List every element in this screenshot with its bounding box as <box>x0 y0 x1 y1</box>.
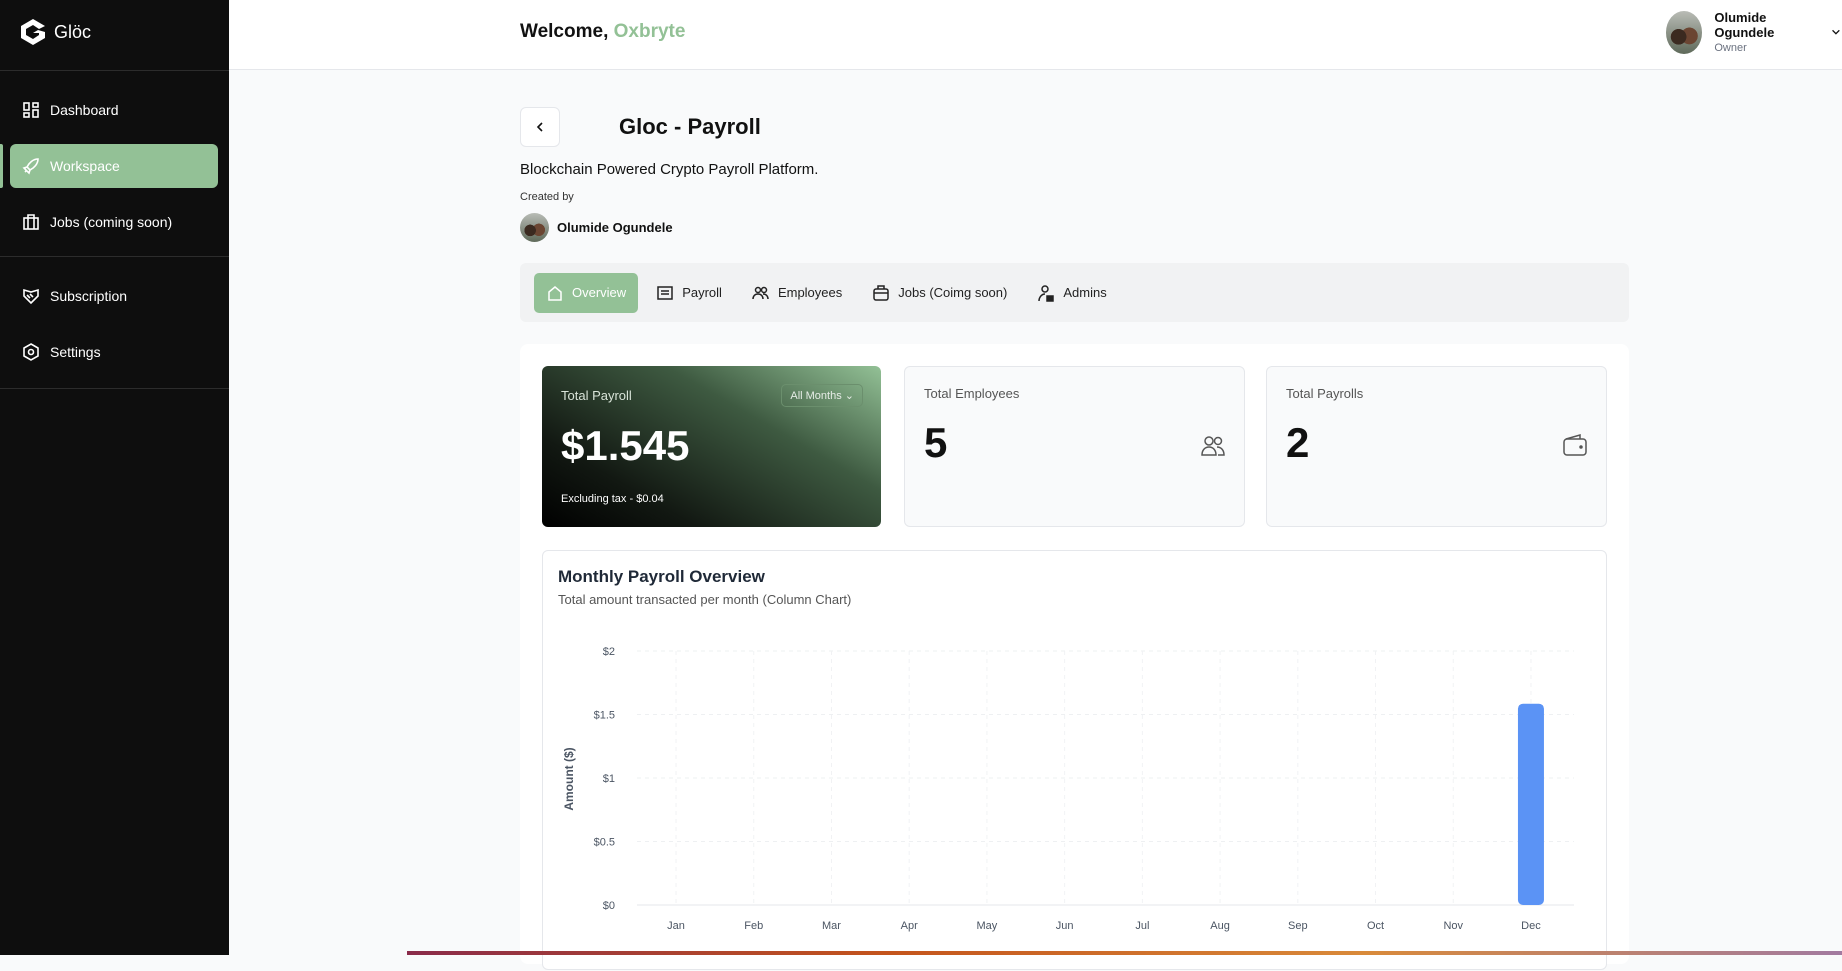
creator-avatar <box>520 213 549 242</box>
brand-logo[interactable]: Glöc <box>20 18 91 46</box>
back-button[interactable] <box>520 107 560 147</box>
created-by-label: Created by <box>520 191 574 203</box>
users-icon <box>752 286 769 299</box>
welcome-heading: Welcome, Oxbryte <box>520 21 686 42</box>
active-marker <box>0 144 3 188</box>
divider <box>0 388 229 389</box>
tab-bar: Overview Payroll Employees Jobs (Coimg s… <box>520 263 1629 322</box>
handshake-icon <box>23 288 39 305</box>
sidebar-item-label: Jobs (coming soon) <box>50 214 173 230</box>
total-payroll-value: $1.545 <box>561 422 690 469</box>
admin-lock-icon <box>1038 284 1055 302</box>
tab-label: Payroll <box>682 285 722 300</box>
top-header: Welcome, Oxbryte Olumide Ogundele Owner <box>229 0 1842 70</box>
bottom-strip <box>407 951 1842 955</box>
tab-payroll[interactable]: Payroll <box>644 273 734 313</box>
x-tick-label: Mar <box>822 920 841 932</box>
sidebar-item-dashboard[interactable]: Dashboard <box>10 88 218 132</box>
y-axis-label: Amount ($) <box>562 747 576 810</box>
tab-jobs[interactable]: Jobs (Coimg soon) <box>860 273 1019 313</box>
brand-name: Glöc <box>54 21 92 42</box>
wallet-icon <box>1563 434 1587 456</box>
settings-icon <box>23 343 39 361</box>
tab-employees[interactable]: Employees <box>740 273 854 313</box>
divider <box>0 70 229 71</box>
page-title: Gloc - Payroll <box>619 114 761 139</box>
y-tick-label: $0 <box>603 900 615 912</box>
project-description: Blockchain Powered Crypto Payroll Platfo… <box>520 161 819 178</box>
y-tick-label: $1.5 <box>594 710 615 722</box>
total-payrolls-card: Total Payrolls 2 <box>1266 366 1607 527</box>
creator: Olumide Ogundele <box>520 213 673 242</box>
briefcase-icon <box>873 284 889 301</box>
sidebar-item-settings[interactable]: Settings <box>10 330 218 374</box>
users-icon <box>1201 436 1225 456</box>
divider <box>0 256 229 257</box>
payrolls-value: 2 <box>1286 419 1310 466</box>
x-tick-label: Jul <box>1135 920 1149 932</box>
tab-label: Admins <box>1063 285 1107 300</box>
sidebar-item-label: Settings <box>50 344 101 360</box>
creator-name: Olumide Ogundele <box>557 220 673 235</box>
chart-subtitle: Total amount transacted per month (Colum… <box>558 592 852 607</box>
y-tick-label: $0.5 <box>594 837 615 849</box>
sidebar-item-subscription[interactable]: Subscription <box>10 274 218 318</box>
x-tick-label: Dec <box>1521 920 1541 932</box>
month-filter-select[interactable]: All Months ⌄ <box>781 384 863 407</box>
card-label: Total Employees <box>924 386 1020 401</box>
y-tick-label: $1 <box>603 773 615 785</box>
home-icon <box>548 285 562 301</box>
bar-dec <box>1517 703 1544 905</box>
rocket-icon <box>22 158 39 175</box>
card-label: Total Payrolls <box>1286 386 1364 401</box>
x-tick-label: Nov <box>1443 920 1463 932</box>
sidebar-item-jobs[interactable]: Jobs (coming soon) <box>10 200 218 244</box>
chevron-down-icon[interactable] <box>1830 25 1842 39</box>
x-tick-label: Jun <box>1056 920 1074 932</box>
x-tick-label: Sep <box>1288 920 1308 932</box>
briefcase-icon <box>23 214 39 230</box>
employees-value: 5 <box>924 419 948 466</box>
tab-label: Jobs (Coimg soon) <box>898 285 1008 300</box>
chart-title: Monthly Payroll Overview <box>558 567 765 586</box>
receipt-icon <box>657 285 673 300</box>
x-tick-label: Aug <box>1210 920 1230 932</box>
sidebar-item-workspace[interactable]: Workspace <box>10 144 218 188</box>
x-tick-label: Apr <box>901 920 918 932</box>
gloc-logo-icon <box>21 19 45 45</box>
avatar <box>1666 10 1703 54</box>
card-label: Total Payroll <box>561 388 632 403</box>
x-tick-label: May <box>977 920 998 932</box>
sidebar-item-label: Dashboard <box>50 102 119 118</box>
y-tick-label: $2 <box>603 646 615 658</box>
chevron-left-icon <box>536 122 543 132</box>
tab-overview[interactable]: Overview <box>534 272 639 313</box>
x-tick-label: Feb <box>744 920 763 932</box>
sidebar-item-label: Subscription <box>50 288 128 304</box>
tab-label: Overview <box>572 285 627 300</box>
monthly-payroll-chart-card: Monthly Payroll Overview Total amount tr… <box>542 550 1607 970</box>
user-role: Owner <box>1714 42 1747 54</box>
tax-note: Excluding tax - $0.04 <box>561 493 664 505</box>
tab-label: Employees <box>777 285 843 300</box>
tab-admins[interactable]: Admins <box>1025 273 1118 313</box>
user-name: Olumide Ogundele <box>1714 10 1775 40</box>
total-payroll-card: Total Payroll All Months ⌄ $1.545 Exclud… <box>542 366 881 527</box>
welcome-username: Oxbryte <box>613 21 686 42</box>
user-menu[interactable]: Olumide Ogundele Owner <box>1666 10 1842 54</box>
column-chart: Amount ($) $0 $0.5 $1 $1.5 $2 Jan Feb Mar Apr May… <box>562 646 1574 932</box>
sidebar-item-label: Workspace <box>50 158 120 174</box>
total-employees-card: Total Employees 5 <box>904 366 1245 527</box>
dashboard-icon <box>23 102 39 118</box>
x-tick-label: Oct <box>1367 920 1384 932</box>
x-tick-label: Jan <box>667 920 685 932</box>
sidebar: Glöc Dashboard Workspace Jobs (coming so… <box>0 0 229 955</box>
